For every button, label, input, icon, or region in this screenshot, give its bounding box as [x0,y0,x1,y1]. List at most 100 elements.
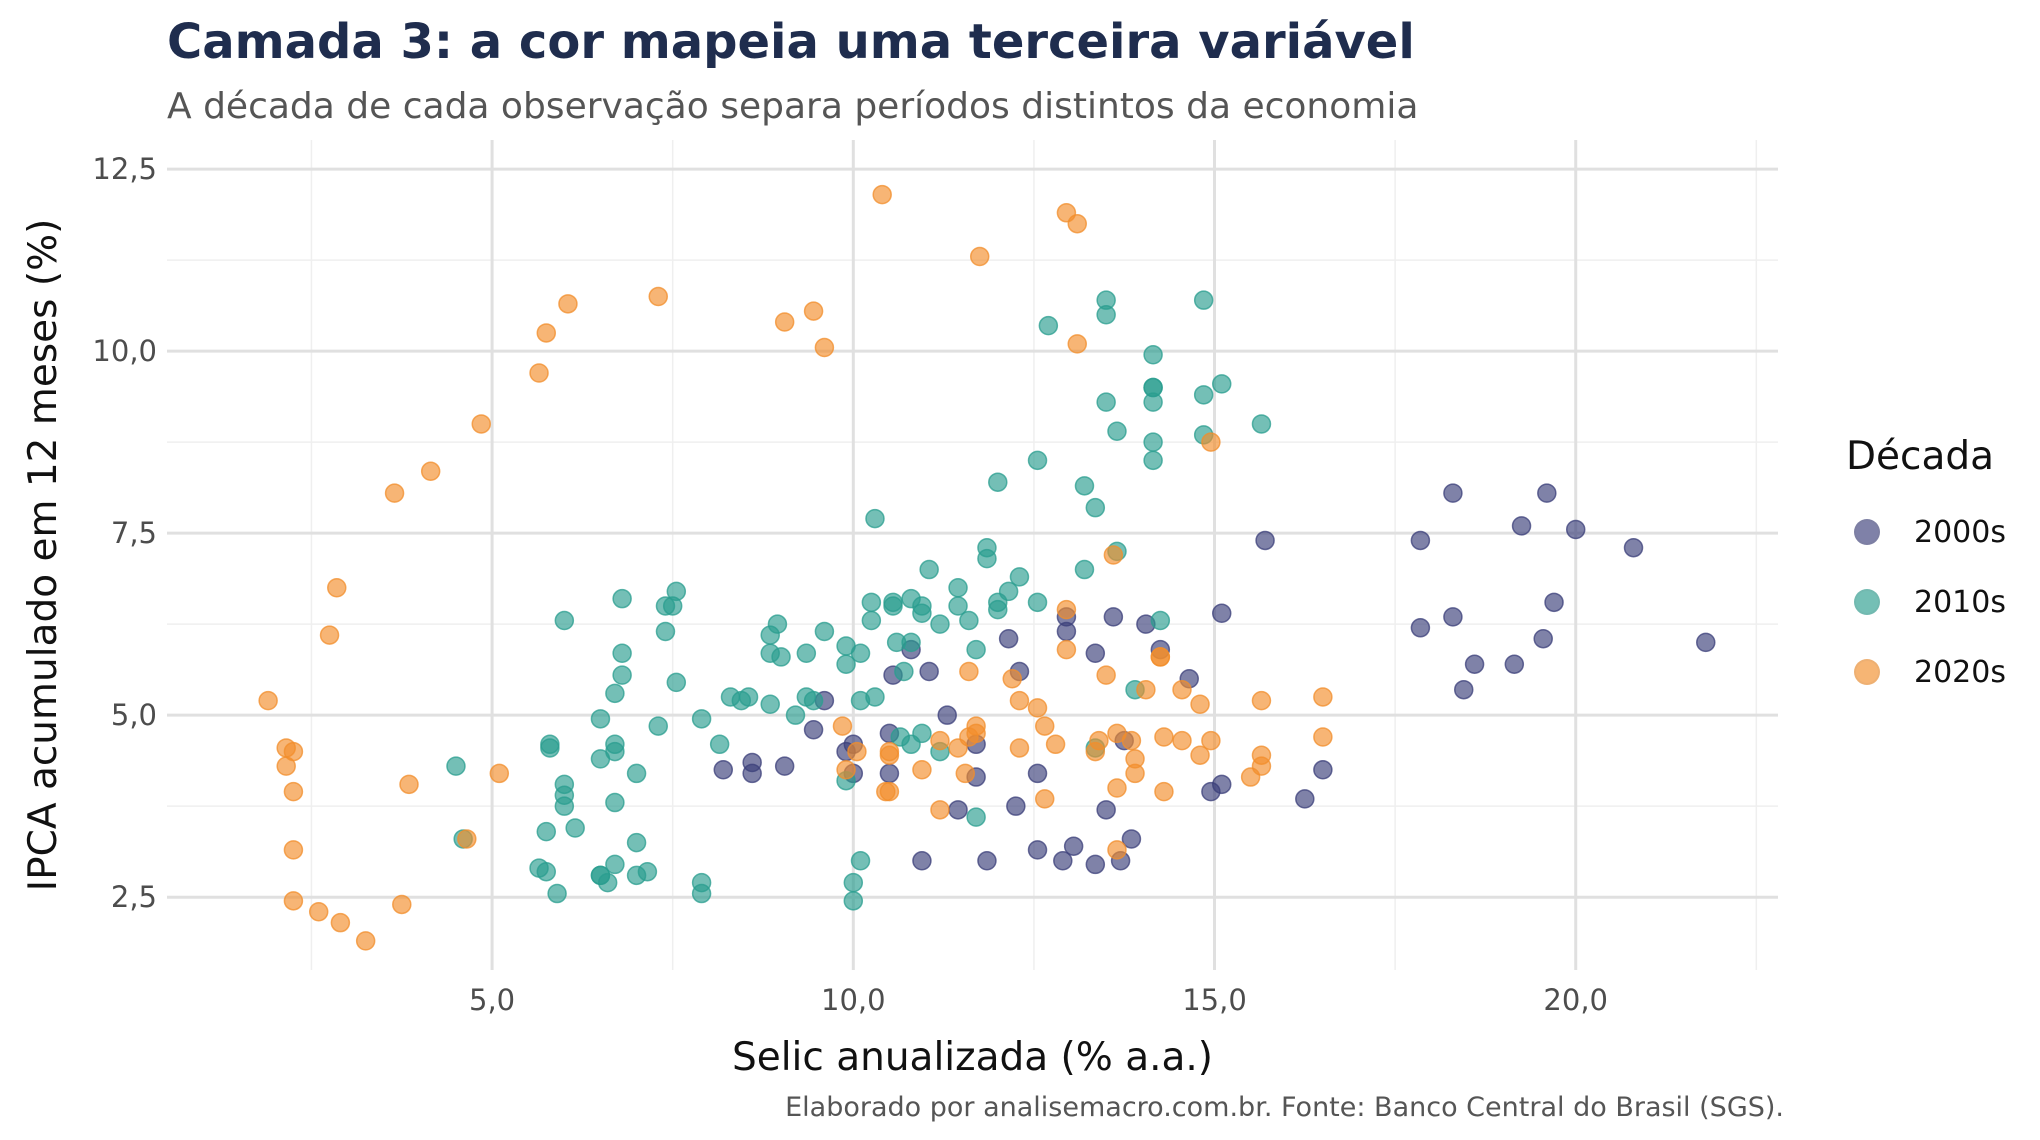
data-point-2010s [988,599,1008,620]
data-point-2010s [1009,567,1030,587]
legend-title: Década [1846,434,1995,479]
legend-label-2000s: 2000s [1914,514,2006,550]
y-tick-label: 5,0 [111,698,157,732]
data-point-2020s [1313,727,1333,747]
data-point-2010s [1143,345,1163,365]
data-point-2020s [399,774,419,795]
data-point-2020s [1034,789,1055,809]
data-point-2000s [1623,537,1644,558]
data-point-2020s [283,741,304,762]
data-point-2010s [1193,385,1214,405]
data-point-2020s [1009,738,1030,758]
data-point-2010s [691,709,712,729]
data-point-2000s [1201,781,1221,802]
data-point-2010s [605,792,625,813]
data-point-2010s [901,632,921,653]
data-point-2000s [742,763,762,784]
data-point-2010s [446,756,466,776]
data-point-2010s [626,832,647,853]
data-point-2020s [648,286,668,307]
data-point-2000s [1255,530,1275,551]
data-point-2010s [709,734,730,755]
data-point-2020s [1056,599,1077,620]
data-point-2020s [529,363,549,383]
y-axis-label: IPCA acumulado em 12 meses (%) [21,219,66,892]
data-point-2010s [850,851,871,871]
data-point-2010s [605,854,625,875]
data-point-2010s [1038,315,1059,336]
data-point-2020s [457,829,477,849]
data-point-2010s [547,883,567,904]
data-point-2010s [998,581,1019,602]
data-point-2000s [998,628,1019,649]
data-point-2020s [283,781,304,802]
data-point-2020s [558,294,578,314]
data-point-2000s [919,661,939,682]
legend-key-2000s [1854,519,1880,545]
data-point-2000s [1313,760,1333,780]
data-point-2000s [713,760,734,780]
data-point-2000s [1121,829,1142,849]
legend-key-2010s [1854,589,1880,615]
data-point-2020s [308,902,329,922]
legend: Década 2000s 2010s 2020s [1846,434,2006,707]
y-tick-label: 2,5 [111,880,157,914]
data-point-2020s [1067,213,1088,234]
data-point-2010s [861,592,882,613]
data-point-2010s [861,610,882,631]
data-point-2010s [655,621,676,642]
chart-subtitle: A década de cada observação separa perío… [167,86,1419,127]
data-point-2010s [626,763,647,784]
data-point-2020s [959,661,979,682]
data-point-2010s [612,588,632,609]
data-point-2000s [1537,483,1557,503]
data-point-2020s [1172,679,1192,700]
data-point-2000s [1006,796,1026,816]
data-point-2020s [1107,778,1127,798]
data-point-2010s [865,687,885,707]
data-point-2010s [843,872,864,893]
data-point-2020s [836,760,856,780]
data-point-2020s [536,323,557,343]
data-point-2010s [883,596,903,616]
data-point-2000s [1211,603,1232,623]
data-point-2010s [919,559,939,580]
data-point-2000s [912,851,932,871]
data-point-2020s [283,840,304,860]
data-point-2010s [977,537,997,558]
data-point-2010s [843,891,864,911]
data-point-2020s [955,763,976,784]
data-point-2010s [554,610,575,631]
data-point-2010s [1074,559,1095,580]
data-point-2010s [814,621,835,642]
data-point-2020s [879,741,900,762]
data-point-2020s [1190,745,1210,765]
data-point-2020s [1251,745,1272,765]
data-point-2020s [327,578,347,598]
data-point-2010s [648,716,668,736]
data-point-2000s [1063,836,1084,856]
data-point-2010s [912,596,932,616]
data-point-2000s [1096,800,1116,820]
data-point-2020s [355,931,376,951]
x-axis-label: Selic anualizada (% a.a.) [732,1035,1213,1080]
data-point-2000s [1085,854,1106,875]
chart-caption: Elaborado por analisemacro.com.br. Fonte… [785,1092,1784,1123]
data-point-2020s [832,716,853,736]
data-point-2010s [760,694,780,715]
data-point-2010s [1107,421,1127,441]
x-tick-label: 10,0 [821,983,886,1017]
data-point-2000s [1464,654,1485,674]
data-point-2020s [930,730,950,751]
data-point-2010s [1143,450,1163,471]
data-point-2020s [330,912,351,933]
data-point-2010s [1027,592,1048,613]
data-point-2020s [1251,690,1272,711]
data-point-2010s [930,614,950,634]
data-point-2020s [1125,749,1145,769]
data-point-2020s [258,690,278,711]
legend-label-2010s: 2010s [1914,584,2006,620]
data-point-2000s [1027,763,1048,784]
data-point-2000s [1053,851,1073,871]
